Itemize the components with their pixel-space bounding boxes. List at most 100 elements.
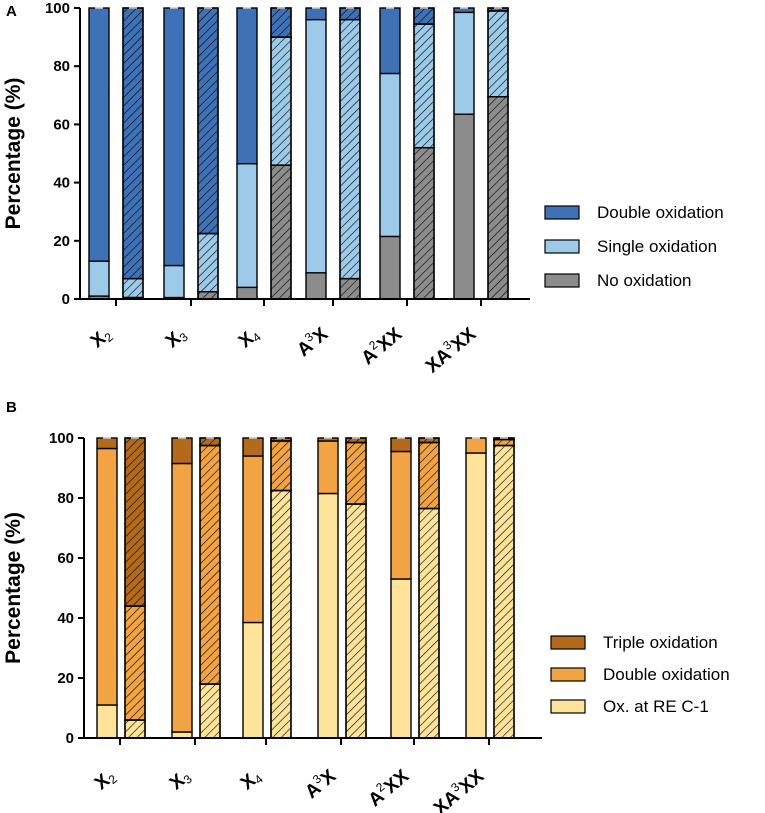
bar-segment: [379, 72, 401, 238]
y-tick-label: 40: [53, 175, 70, 192]
legend-label: Double oxidation: [603, 665, 730, 684]
bar-segment: [390, 437, 412, 453]
bar-segment: [242, 621, 264, 739]
y-axis-label: Percentage (%): [2, 78, 25, 230]
bar-segment: [96, 704, 118, 739]
bar-segment: [88, 260, 110, 297]
category-label: X3: [166, 766, 195, 796]
category-rest: XX: [455, 766, 488, 799]
legend-label: No oxidation: [597, 271, 692, 290]
y-tick-label: 80: [57, 490, 74, 507]
bar-hatch: [270, 7, 292, 38]
bar-segment: [390, 450, 412, 580]
bar-hatch: [197, 7, 219, 235]
legend-label: Single oxidation: [597, 237, 717, 256]
bar-hatch: [199, 683, 221, 739]
bar-hatch: [197, 291, 219, 300]
bar-hatch: [413, 7, 435, 25]
y-axis-label: Percentage (%): [2, 512, 25, 664]
panel-a: A Percentage (%) 0 20 40 60 80 100 X2 X3 X4 A3X A2XX…: [2, 0, 724, 377]
bar-segment: [317, 492, 339, 739]
bar-segment: [465, 452, 487, 739]
y-tick-label: 20: [57, 670, 74, 687]
y-tick-label: 40: [57, 610, 74, 627]
category-label: XA3XX: [420, 321, 480, 377]
bar-segment: [236, 162, 258, 289]
panel-b: B Percentage (%) 0 20 40 60 80 100 X2 X3 X4 A3X A2XX…: [2, 399, 730, 813]
category-rest: X: [309, 324, 332, 348]
y-tick-label: 60: [53, 116, 70, 133]
category-rest: XX: [373, 324, 406, 357]
legend-label: Double oxidation: [597, 203, 724, 222]
bar-segment: [390, 578, 412, 739]
bar-hatch: [124, 605, 146, 721]
bar-segment: [453, 11, 475, 115]
category-label: A3X: [299, 763, 340, 803]
category-label: X2: [91, 766, 120, 796]
bar-segment: [305, 18, 327, 274]
legend-label: Ox. at RE C-1: [603, 697, 709, 716]
y-tick-label: 0: [66, 730, 74, 747]
category-label: XA3XX: [428, 763, 488, 813]
bar-hatch: [199, 437, 221, 447]
category-label: A2XX: [356, 321, 407, 369]
bar-hatch: [270, 36, 292, 166]
bar-segment: [379, 235, 401, 300]
category-label: X2: [87, 324, 116, 354]
y-tick-label: 20: [53, 233, 70, 250]
y-tick-label: 80: [53, 58, 70, 75]
category-label: X4: [237, 766, 266, 796]
bar-segment: [305, 272, 327, 300]
category-label: A3X: [291, 321, 332, 361]
bar-segment: [236, 7, 258, 165]
legend-swatch: [550, 699, 586, 714]
bar-segment: [96, 437, 118, 450]
bar-segment: [171, 462, 193, 733]
bar-hatch: [345, 437, 367, 444]
bar-hatch: [487, 96, 509, 300]
category-rest: XX: [380, 766, 413, 799]
bar-segment: [453, 113, 475, 300]
bar-hatch: [493, 438, 515, 447]
bar-hatch: [124, 719, 146, 739]
y-tick-label: 100: [45, 0, 70, 17]
category-label: X3: [162, 324, 191, 354]
bar-hatch: [197, 232, 219, 293]
bar-hatch: [270, 440, 292, 492]
bar-hatch: [418, 507, 440, 739]
bar-hatch: [339, 7, 361, 21]
category-rest: X: [317, 766, 340, 790]
legend-label: Triple oxidation: [603, 633, 718, 652]
y-tick-label: 100: [49, 430, 74, 447]
legend-swatch: [544, 239, 580, 254]
bar-hatch: [122, 277, 144, 299]
bar-segment: [465, 437, 487, 454]
bar-hatch: [493, 444, 515, 739]
bar-hatch: [418, 441, 440, 510]
category-rest: XX: [447, 324, 480, 357]
bar-hatch: [122, 7, 144, 280]
bar-segment: [379, 7, 401, 75]
bar-segment: [317, 440, 339, 495]
bar-segment: [163, 7, 185, 267]
legend-swatch: [550, 635, 586, 650]
bar-segment: [96, 447, 118, 706]
bar-hatch: [199, 444, 221, 685]
bar-hatch: [487, 10, 509, 98]
bar-segment: [236, 286, 258, 300]
bar-hatch: [270, 164, 292, 300]
bar-segment: [171, 437, 193, 465]
bar-segment: [453, 7, 475, 14]
category-label: A2XX: [363, 763, 414, 811]
bar-hatch: [339, 277, 361, 300]
bar-hatch: [270, 489, 292, 739]
y-tick-label: 60: [57, 550, 74, 567]
bar-hatch: [413, 146, 435, 300]
bar-segment: [163, 264, 185, 299]
y-tick-label: 0: [62, 291, 70, 308]
bar-hatch: [418, 437, 440, 444]
bar-hatch: [345, 441, 367, 505]
bar-hatch: [345, 503, 367, 739]
bar-segment: [88, 7, 110, 262]
